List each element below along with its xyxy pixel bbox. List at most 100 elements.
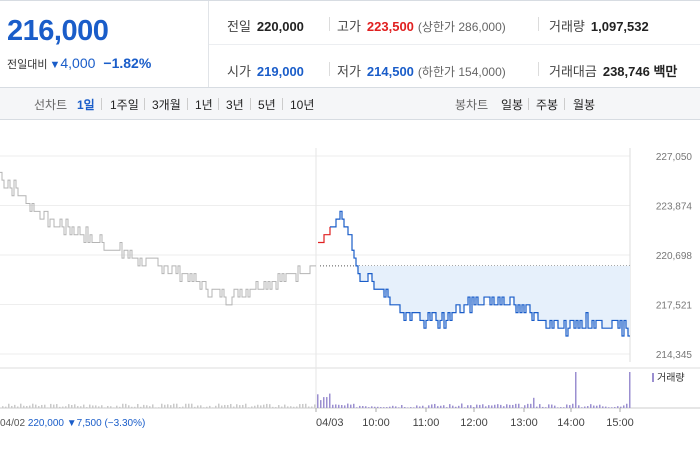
volume-bar: [404, 407, 406, 408]
volume-bar: [227, 404, 229, 408]
volume-legend-swatch: [652, 373, 654, 382]
price-box: 216,000 전일대비 ▼4,000 −1.82%: [0, 1, 209, 87]
tab-3-months[interactable]: 3개월: [152, 98, 181, 112]
low: 저가 214,500 (하한가 154,000): [337, 61, 506, 80]
volume-bar: [524, 405, 526, 408]
price-change: 전일대비 ▼4,000 −1.82%: [7, 55, 151, 72]
volume-bar: [212, 407, 214, 408]
volume-bar: [2, 406, 4, 408]
x-tick-label: 13:00: [510, 417, 538, 429]
volume-bar: [350, 404, 352, 408]
volume-bar: [602, 406, 604, 408]
volume-bar: [140, 406, 142, 408]
volume-bar: [479, 404, 481, 408]
volume-bar: [134, 406, 136, 408]
quote-grid: 전일 220,000 고가 223,500 (상한가 286,000) 거래량 1,09…: [209, 1, 700, 87]
volume-bar: [539, 404, 541, 408]
tab-3-years[interactable]: 3년: [226, 98, 244, 112]
volume-bar: [206, 406, 208, 408]
volume-bar: [44, 404, 46, 408]
change-value: 4,000: [60, 55, 96, 71]
low-value: 214,500: [366, 64, 414, 79]
volume-bar: [461, 403, 463, 408]
open-label: 시가: [227, 64, 251, 79]
divider: [282, 98, 283, 110]
volume-bar: [68, 404, 70, 408]
y-tick-label: 220,698: [656, 251, 693, 262]
volume-bar: [236, 404, 238, 408]
volume-bar: [554, 405, 556, 408]
divider: [528, 98, 529, 110]
volume-bar: [410, 407, 412, 408]
volume-bar: [113, 407, 115, 408]
volume-bar: [470, 405, 472, 408]
divider: [209, 44, 700, 45]
volume-bar: [362, 406, 364, 408]
volume-bar: [326, 397, 328, 408]
volume-bar: [26, 405, 28, 408]
change-rate: −1.82%: [103, 55, 152, 71]
candle-chart-label: 봉차트: [455, 98, 489, 112]
volume-bar: [467, 405, 469, 408]
volume-bar: [590, 404, 592, 408]
divider: [187, 98, 188, 110]
volume-bar: [164, 404, 166, 408]
volume-bar: [536, 406, 538, 408]
chart-svg[interactable]: 227,050 223,874 220,698 217,521 214,345 거래량 04…: [0, 120, 700, 450]
volume-bar: [158, 407, 160, 408]
volume-bar: [86, 407, 88, 408]
volume-bar: [458, 405, 460, 408]
price-chart[interactable]: 227,050 223,874 220,698 217,521 214,345 거래량 04…: [0, 120, 700, 450]
lower-limit: (하한가 154,000): [417, 65, 506, 79]
volume-bar: [365, 406, 367, 408]
volume-bar: [179, 407, 181, 408]
volume-bar: [341, 405, 343, 408]
series-line-prev-day: [0, 171, 316, 306]
volume-bar: [356, 407, 358, 408]
volume-bar: [560, 407, 562, 408]
quote-panel: 216,000 전일대비 ▼4,000 −1.82% 전일 220,000 고가 223…: [0, 0, 700, 88]
divider: [329, 62, 330, 76]
tab-monthly[interactable]: 월봉: [573, 98, 596, 112]
volume-bar: [110, 406, 112, 408]
volume-bar: [53, 404, 55, 408]
volume-bar: [257, 404, 259, 408]
volume-bar: [281, 406, 283, 408]
volume-bar: [182, 406, 184, 408]
volume-bar: [104, 407, 106, 408]
tab-10-years[interactable]: 10년: [290, 98, 315, 112]
volume-bar: [476, 404, 478, 408]
tab-1-year[interactable]: 1년: [195, 98, 213, 112]
volume-bar: [269, 404, 271, 408]
current-price: 216,000: [7, 15, 109, 47]
volume-bar: [629, 372, 631, 408]
low-label: 저가: [337, 64, 361, 79]
volume-bar: [17, 406, 19, 408]
volume-bar: [494, 404, 496, 408]
down-triangle-icon: ▼: [49, 59, 61, 71]
volume-bar: [125, 403, 127, 408]
volume-bar: [263, 404, 265, 408]
volume-bar: [596, 405, 598, 408]
tab-weekly[interactable]: 주봉: [536, 98, 559, 112]
volume-bar: [248, 407, 250, 408]
volume-bar: [284, 404, 286, 408]
volume-bar: [20, 403, 22, 408]
volume-bar: [386, 407, 388, 408]
volume-bar: [308, 406, 310, 408]
tab-1-week[interactable]: 1주일: [110, 98, 139, 112]
tab-5-years[interactable]: 5년: [258, 98, 276, 112]
tab-daily[interactable]: 일봉: [501, 98, 524, 112]
volume-bar: [161, 403, 163, 408]
volume-bar: [572, 403, 574, 408]
divider: [144, 98, 145, 110]
tab-1-day[interactable]: 1일: [77, 98, 95, 112]
volume-bar: [92, 405, 94, 408]
volume-bar: [173, 403, 175, 408]
volume-bar: [428, 405, 430, 408]
volume-bar: [38, 406, 40, 408]
x-tick-label: 11:00: [413, 417, 440, 429]
divider: [101, 98, 102, 110]
prev-day-label: 04/02: [0, 418, 28, 429]
volume-bar: [422, 405, 424, 408]
